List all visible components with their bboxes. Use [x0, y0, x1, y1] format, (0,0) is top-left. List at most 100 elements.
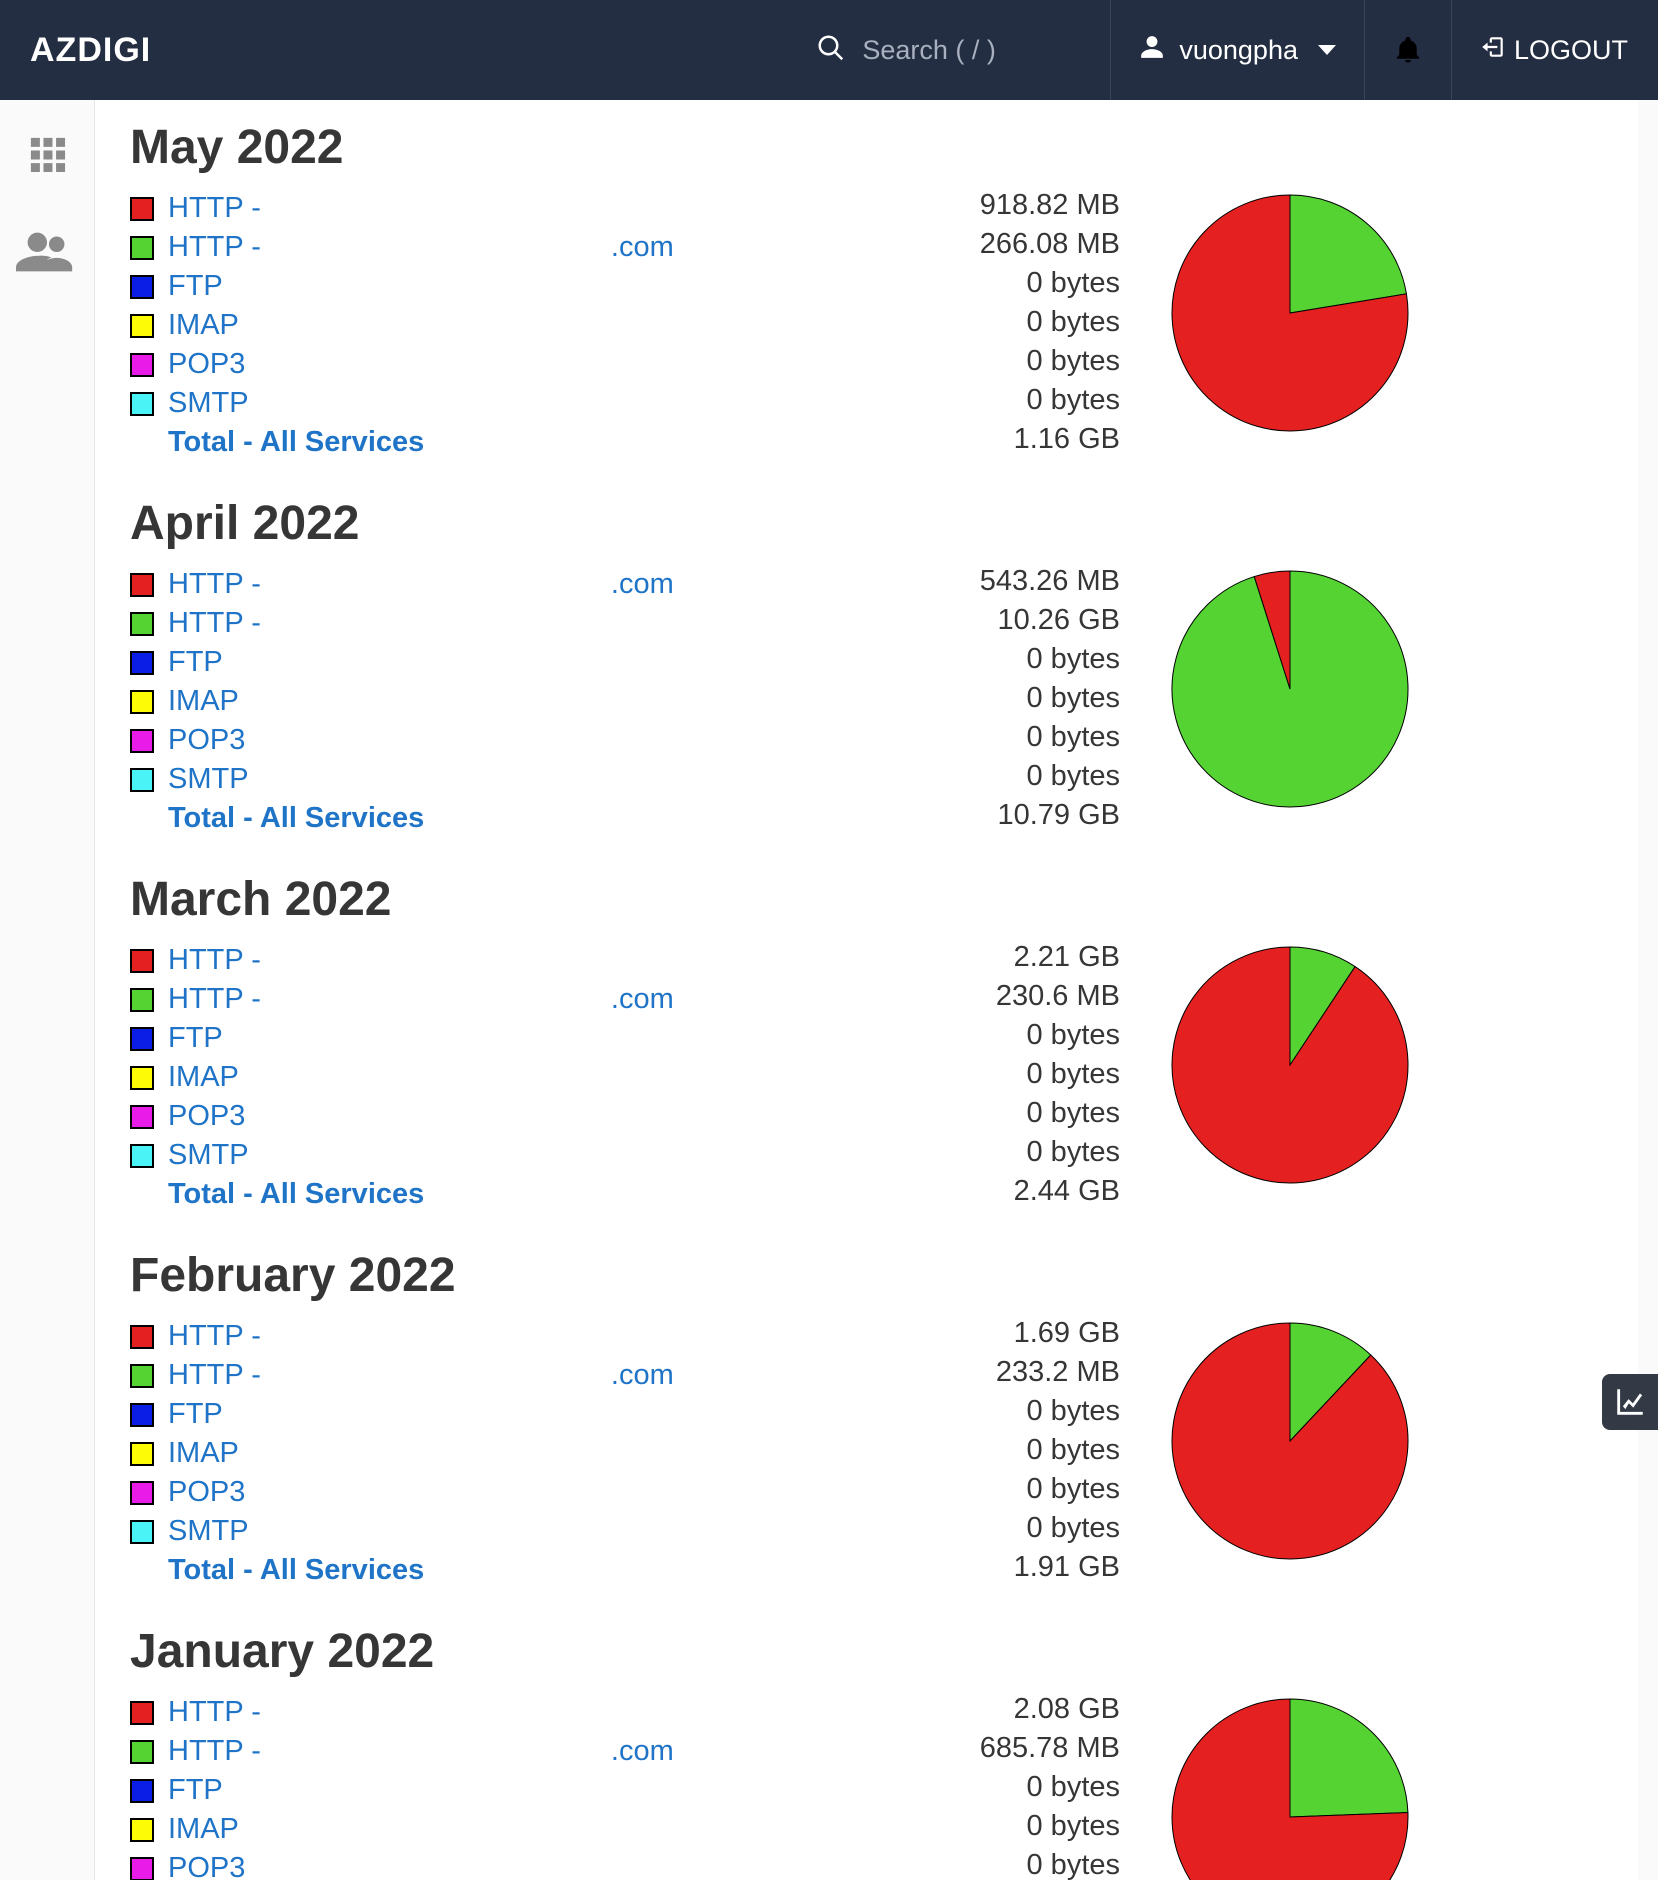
stats-float-button[interactable] — [1602, 1374, 1658, 1430]
user-menu[interactable]: vuongpha — [1139, 34, 1336, 67]
legend-http2-suffix[interactable]: .com — [611, 231, 674, 264]
legend-imap-link[interactable]: IMAP — [168, 1061, 239, 1094]
legend-http1: HTTP - — [130, 1693, 890, 1732]
color-swatch — [130, 612, 154, 636]
legend-http1-link[interactable]: HTTP - — [168, 944, 261, 977]
color-swatch — [130, 1481, 154, 1505]
user-icon — [1139, 34, 1165, 67]
total-label: Total - All Services — [168, 802, 424, 835]
legend-ftp-link[interactable]: FTP — [168, 646, 223, 679]
notifications-button[interactable] — [1393, 35, 1423, 65]
legend-ftp: FTP — [130, 1771, 890, 1810]
legend-ftp: FTP — [130, 643, 890, 682]
color-swatch — [130, 1105, 154, 1129]
legend-http2: HTTP - .com — [130, 1356, 890, 1395]
value-cell: 230.6 MB — [890, 980, 1120, 1019]
legend-imap: IMAP — [130, 1434, 890, 1473]
values-column: 918.82 MB266.08 MB0 bytes0 bytes0 bytes0… — [890, 189, 1120, 462]
legend-imap-link[interactable]: IMAP — [168, 1813, 239, 1846]
month-block: February 2022HTTP - HTTP - .comFTPIMAPPO… — [130, 1248, 1618, 1590]
value-cell: 0 bytes — [890, 1395, 1120, 1434]
value-cell: 233.2 MB — [890, 1356, 1120, 1395]
legend-pop3-link[interactable]: POP3 — [168, 1100, 245, 1133]
value-cell: 0 bytes — [890, 682, 1120, 721]
color-swatch — [130, 1779, 154, 1803]
main-content: May 2022HTTP - HTTP - .comFTPIMAPPOP3SMT… — [95, 100, 1658, 1880]
month-block: April 2022HTTP - .comHTTP - FTPIMAPPOP3S… — [130, 496, 1618, 838]
scrollbar[interactable] — [1638, 100, 1658, 1880]
sidebar-dashboard-icon[interactable] — [21, 128, 73, 185]
legend-ftp: FTP — [130, 267, 890, 306]
legend-http2-suffix[interactable]: .com — [611, 1359, 674, 1392]
legend-http1-link[interactable]: HTTP - — [168, 192, 261, 225]
legend-column: HTTP - HTTP - .comFTPIMAPPOP3SMTPTotal -… — [130, 1693, 890, 1880]
search-box[interactable] — [816, 33, 1082, 68]
value-cell: 10.79 GB — [890, 799, 1120, 838]
username-label: vuongpha — [1179, 35, 1298, 66]
legend-pop3-link[interactable]: POP3 — [168, 724, 245, 757]
legend-column: HTTP - HTTP - .comFTPIMAPPOP3SMTPTotal -… — [130, 941, 890, 1214]
chart-column — [1120, 941, 1460, 1185]
value-cell: 0 bytes — [890, 1512, 1120, 1551]
value-cell: 1.16 GB — [890, 423, 1120, 462]
legend-http1: HTTP - — [130, 189, 890, 228]
legend-ftp: FTP — [130, 1395, 890, 1434]
legend-imap-link[interactable]: IMAP — [168, 1437, 239, 1470]
legend-pop3: POP3 — [130, 1097, 890, 1136]
search-icon — [816, 33, 846, 68]
legend-smtp-link[interactable]: SMTP — [168, 1139, 249, 1172]
legend-smtp-link[interactable]: SMTP — [168, 1515, 249, 1548]
total-label: Total - All Services — [168, 426, 424, 459]
legend-ftp-link[interactable]: FTP — [168, 1022, 223, 1055]
legend-imap-link[interactable]: IMAP — [168, 309, 239, 342]
legend-http2-suffix[interactable]: .com — [611, 1735, 674, 1768]
legend-pop3-link[interactable]: POP3 — [168, 1476, 245, 1509]
legend-ftp-link[interactable]: FTP — [168, 1398, 223, 1431]
value-cell: 266.08 MB — [890, 228, 1120, 267]
legend-http1: HTTP - .com — [130, 565, 890, 604]
legend-pop3-link[interactable]: POP3 — [168, 348, 245, 381]
legend-imap-link[interactable]: IMAP — [168, 685, 239, 718]
legend-http2-link[interactable]: HTTP - — [168, 1359, 261, 1392]
value-cell: 10.26 GB — [890, 604, 1120, 643]
legend-total: Total - All Services — [130, 1551, 890, 1590]
legend-http1-link[interactable]: HTTP - — [168, 1320, 261, 1353]
brand-logo[interactable]: AZDIGI — [30, 31, 151, 70]
legend-http1-link[interactable]: HTTP - — [168, 568, 261, 601]
legend-http1-suffix[interactable]: .com — [611, 568, 674, 601]
color-swatch — [130, 1442, 154, 1466]
search-input[interactable] — [862, 35, 1082, 66]
month-title: March 2022 — [130, 872, 1618, 927]
color-swatch — [130, 275, 154, 299]
legend-http1-link[interactable]: HTTP - — [168, 1696, 261, 1729]
month-block: May 2022 HTTP - HTTP - .com FTP IMAP POP3 SMT… — [130, 120, 1618, 462]
legend-smtp-link[interactable]: SMTP — [168, 763, 249, 796]
value-cell: 918.82 MB — [890, 189, 1120, 228]
value-cell: 0 bytes — [890, 1771, 1120, 1810]
legend-imap: IMAP — [130, 1810, 890, 1849]
sidebar-users-icon[interactable] — [16, 229, 78, 280]
value-cell: 0 bytes — [890, 267, 1120, 306]
legend-pop3: POP3 — [130, 1473, 890, 1512]
legend-http2-link[interactable]: HTTP - — [168, 1735, 261, 1768]
color-swatch — [130, 1066, 154, 1090]
legend-http2: HTTP - .com — [130, 1732, 890, 1771]
legend-http2-link[interactable]: HTTP - — [168, 607, 261, 640]
month-title: May 2022 — [130, 120, 1618, 175]
legend-total: Total - All Services — [130, 1175, 890, 1214]
legend-ftp-link[interactable]: FTP — [168, 1774, 223, 1807]
legend-http2: HTTP - .com — [130, 980, 890, 1019]
legend-ftp-link[interactable]: FTP — [168, 270, 223, 303]
value-cell: 0 bytes — [890, 1849, 1120, 1880]
logout-button[interactable]: LOGOUT — [1480, 34, 1628, 67]
legend-http2-link[interactable]: HTTP - — [168, 231, 261, 264]
legend-column: HTTP - HTTP - .comFTPIMAPPOP3SMTPTotal -… — [130, 1317, 890, 1590]
logout-icon — [1480, 34, 1506, 67]
legend-pop3-link[interactable]: POP3 — [168, 1852, 245, 1880]
legend-http2-link[interactable]: HTTP - — [168, 983, 261, 1016]
legend-http2-suffix[interactable]: .com — [611, 983, 674, 1016]
legend-smtp-link[interactable]: SMTP — [168, 387, 249, 420]
legend-smtp: SMTP — [130, 760, 890, 799]
month-title: January 2022 — [130, 1624, 1618, 1679]
legend-http1: HTTP - — [130, 941, 890, 980]
